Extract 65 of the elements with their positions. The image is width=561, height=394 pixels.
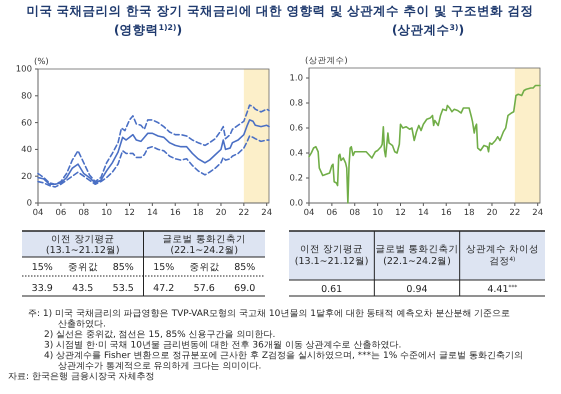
text: 이전 장기평균 (13.1~21.12월) bbox=[46, 234, 120, 256]
chart-title: 미국 국채금리의 한국 장기 국채금리에 대한 영향력 및 상관계수 추이 및 구조변화 검정 bbox=[26, 3, 534, 18]
y-tick-label: 0.6 bbox=[289, 124, 303, 134]
text: 0.61 bbox=[321, 284, 342, 295]
text: 3) 시점별 한·미 국채 10년물 금리변동에 대한 전후 36개월 이동 상관계수로 산출하였다. bbox=[44, 340, 402, 350]
text: 4.41$^{***}$ bbox=[487, 284, 518, 295]
x-tick-label: 08 bbox=[78, 208, 90, 218]
text: 상관계수 차이성 검정$^{4)}$ bbox=[466, 244, 539, 267]
x-tick-label: 12 bbox=[124, 208, 135, 218]
text: 글로벌 통화긴축기 (22.1~24.2월) bbox=[375, 244, 459, 267]
x-tick-label: 18 bbox=[192, 208, 204, 218]
line-series bbox=[37, 104, 270, 186]
y-tick-label: 20 bbox=[21, 172, 32, 182]
y-tick-label: 80 bbox=[21, 92, 32, 102]
y-tick-label: 60 bbox=[21, 118, 32, 128]
y-axis-title: (%) bbox=[34, 57, 49, 67]
text: 47.2 bbox=[153, 283, 174, 294]
x-tick-label: 24 bbox=[261, 208, 272, 218]
text: 중위값 bbox=[68, 262, 98, 273]
chart-subtitle: (상관계수$^{3)}$) bbox=[392, 22, 464, 37]
text: 중위값 bbox=[189, 262, 220, 273]
x-tick-label: 06 bbox=[326, 208, 338, 218]
x-tick-label: 10 bbox=[372, 208, 384, 218]
x-tick-label: 20 bbox=[486, 208, 498, 218]
x-tick-label: 18 bbox=[464, 208, 475, 218]
x-tick-label: 06 bbox=[55, 208, 66, 218]
text: 이전 장기평균 (13.1~21.12월) bbox=[294, 244, 369, 267]
y-tick-label: 0.8 bbox=[289, 98, 303, 109]
y-tick-label: 0.4 bbox=[289, 148, 303, 159]
text: 15% bbox=[153, 262, 174, 273]
x-tick-label: 22 bbox=[509, 208, 520, 218]
x-tick-label: 22 bbox=[238, 208, 250, 218]
x-tick-label: 04 bbox=[32, 208, 44, 218]
y-tick-label: 1.0 bbox=[289, 74, 303, 84]
chart-subtitle: (영향력$^{1)2)}$) bbox=[114, 22, 182, 37]
x-tick-label: 12 bbox=[395, 208, 406, 218]
y-axis-title: (상관계수) bbox=[305, 56, 348, 66]
text: 43.5 bbox=[72, 283, 94, 294]
y-tick-label: 0.0 bbox=[289, 198, 303, 209]
text: 69.0 bbox=[234, 283, 256, 294]
text: 자료: 한국은행 금융시장국 자체추정 bbox=[8, 372, 155, 382]
text: 글로벌 통화긴축기 (22.1~24.2월) bbox=[162, 234, 246, 256]
text: 주: 1) 미국 국채금리의 파급영향은 TVP-VAR모형의 국고채 10년물의 1달후에 대한 동태적 예측오차 분산분해 기준으로 산출하였다. bbox=[28, 309, 510, 330]
y-tick-label: 100 bbox=[16, 64, 32, 75]
x-tick-label: 10 bbox=[101, 208, 112, 218]
text: 57.6 bbox=[194, 283, 215, 294]
text: 15% bbox=[32, 262, 53, 273]
x-tick-label: 20 bbox=[216, 208, 226, 218]
y-tick-label: 0.2 bbox=[289, 174, 303, 184]
y-tick-label: 40 bbox=[21, 145, 32, 156]
text: 53.5 bbox=[112, 283, 134, 294]
x-tick-label: 14 bbox=[418, 208, 429, 218]
x-tick-label: 24 bbox=[532, 208, 544, 218]
text: 85% bbox=[234, 262, 256, 273]
text: 2) 실선은 중위값, 점선은 15, 85% 신용구간을 의미한다. bbox=[44, 330, 276, 340]
text: 33.9 bbox=[32, 283, 53, 294]
y-tick-label: 0 bbox=[26, 198, 32, 209]
x-tick-label: 14 bbox=[146, 208, 158, 218]
x-tick-label: 04 bbox=[304, 208, 314, 218]
x-tick-label: 16 bbox=[170, 208, 181, 218]
x-tick-label: 16 bbox=[440, 208, 452, 218]
x-tick-label: 08 bbox=[349, 208, 360, 218]
text: 0.94 bbox=[406, 284, 428, 295]
text: 4) 상관계수를 Fisher 변환으로 정규분포에 근사한 후 Z검정을 실시하였으며, ***는 1% 수준에서 글로벌 통화긴축기의 상관계수가 통계적으로 유의하게 크다는 의미이다. bbox=[44, 351, 523, 372]
text: 85% bbox=[112, 262, 134, 273]
